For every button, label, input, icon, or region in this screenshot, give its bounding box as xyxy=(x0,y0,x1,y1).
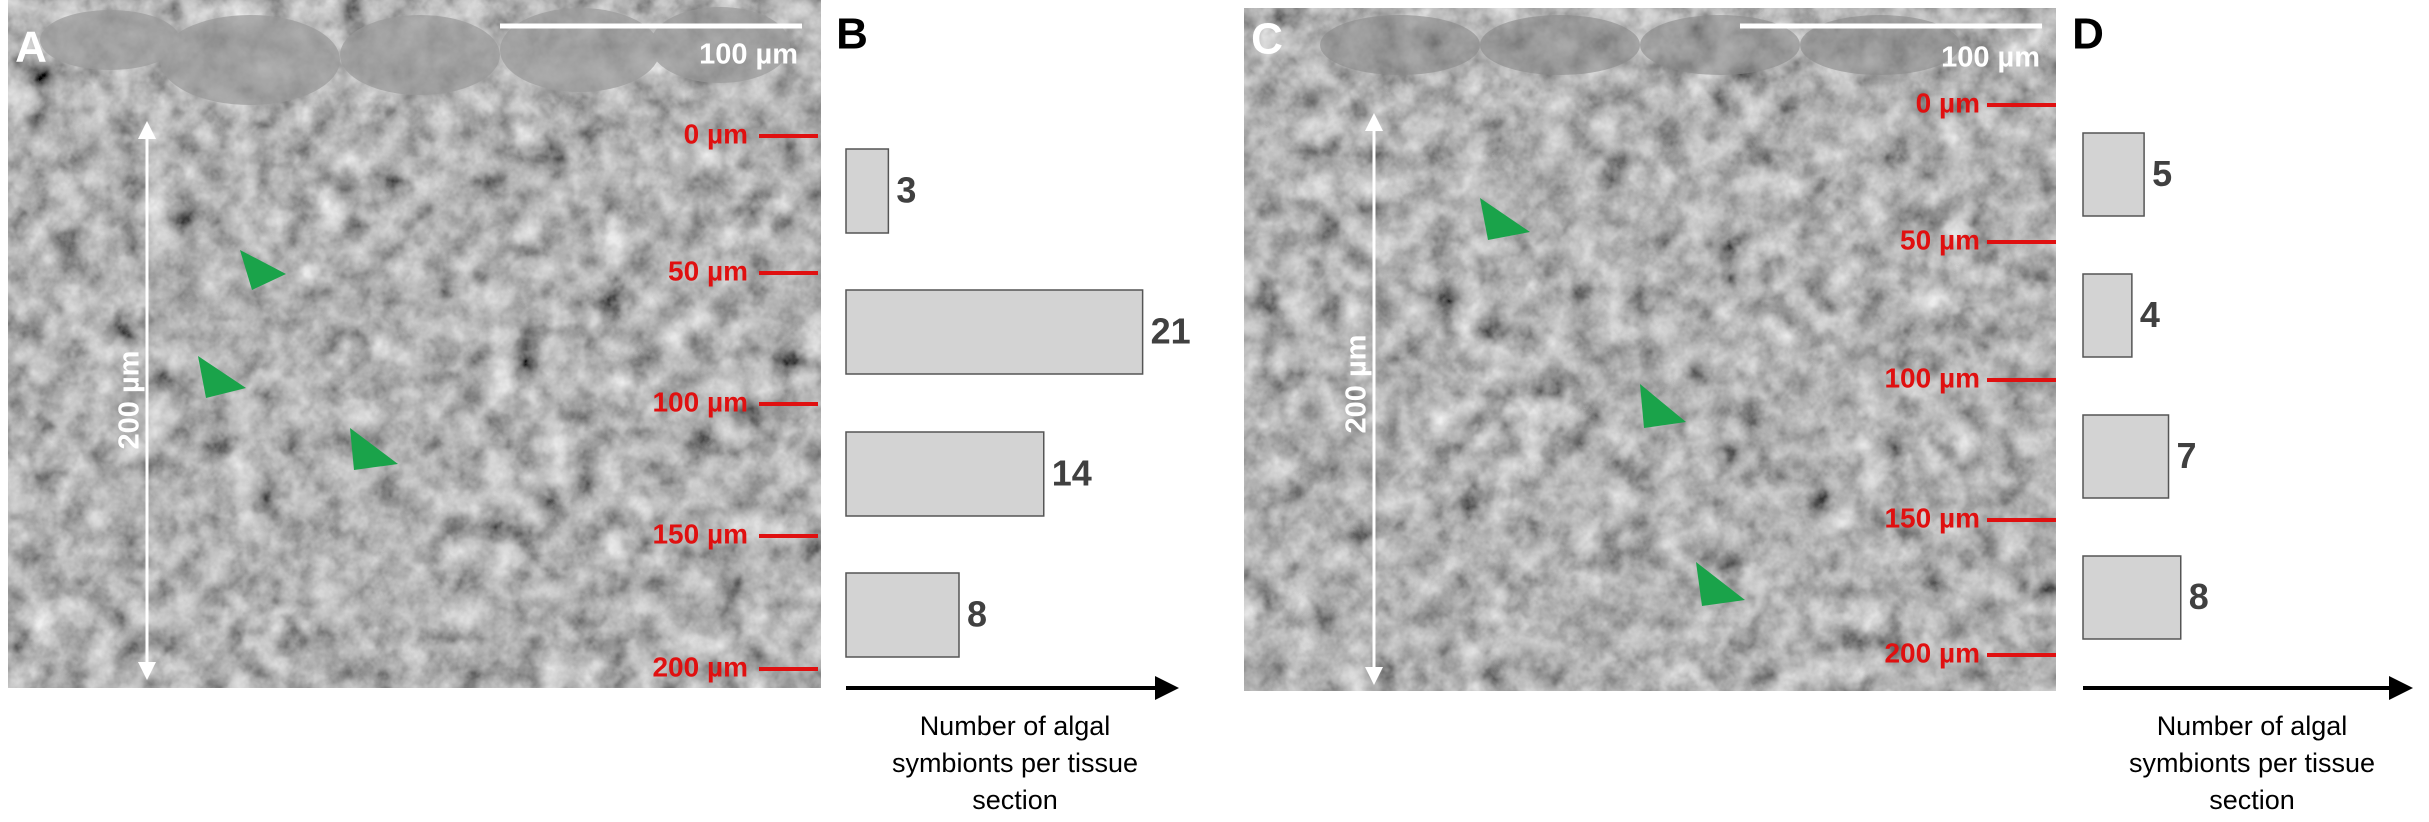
depth-label: 100 µm xyxy=(1884,362,1980,393)
x-axis-label: Number of algal symbionts per tissue secti… xyxy=(2129,711,2375,815)
value-label: 21 xyxy=(1151,311,1191,352)
depth-span-label: 200 µm xyxy=(114,351,146,450)
value-label: 4 xyxy=(2140,294,2160,335)
depth-label: 100 µm xyxy=(652,386,748,417)
arrowheads xyxy=(198,198,1745,606)
sem-image-a xyxy=(8,0,821,688)
value-label: 8 xyxy=(967,594,987,635)
panel-letter: C xyxy=(1251,15,1283,64)
depth-span-label: 200 µm xyxy=(1341,335,1373,434)
bar xyxy=(845,431,1045,517)
value-label: 14 xyxy=(1052,453,1092,494)
bar xyxy=(2082,555,2182,640)
value-label: 7 xyxy=(2177,435,2197,476)
depth-label: 50 µm xyxy=(1900,224,1980,255)
bar xyxy=(845,572,960,658)
depth-label: 0 µm xyxy=(684,118,748,149)
x-axis-label: Number of algal symbionts per tissue secti… xyxy=(892,711,1138,815)
scale-bar-label: 100 µm xyxy=(1941,42,2040,74)
scale-bar-label: 100 µm xyxy=(699,39,798,71)
panel-letter: D xyxy=(2072,10,2104,59)
depth-label: 150 µm xyxy=(1884,502,1980,533)
value-label: 3 xyxy=(896,170,916,211)
bar xyxy=(2082,273,2133,358)
depth-label: 150 µm xyxy=(652,518,748,549)
value-label: 8 xyxy=(2189,576,2209,617)
depth-label: 0 µm xyxy=(1916,87,1980,118)
bar xyxy=(2082,414,2170,499)
value-label: 5 xyxy=(2152,153,2172,194)
bar xyxy=(845,148,890,234)
panel-letter: B xyxy=(836,10,868,59)
bar xyxy=(845,289,1144,375)
bar xyxy=(2082,132,2145,217)
depth-label: 200 µm xyxy=(652,651,748,682)
depth-label: 200 µm xyxy=(1884,637,1980,668)
panel-letter: A xyxy=(15,23,47,72)
depth-label: 50 µm xyxy=(668,255,748,286)
